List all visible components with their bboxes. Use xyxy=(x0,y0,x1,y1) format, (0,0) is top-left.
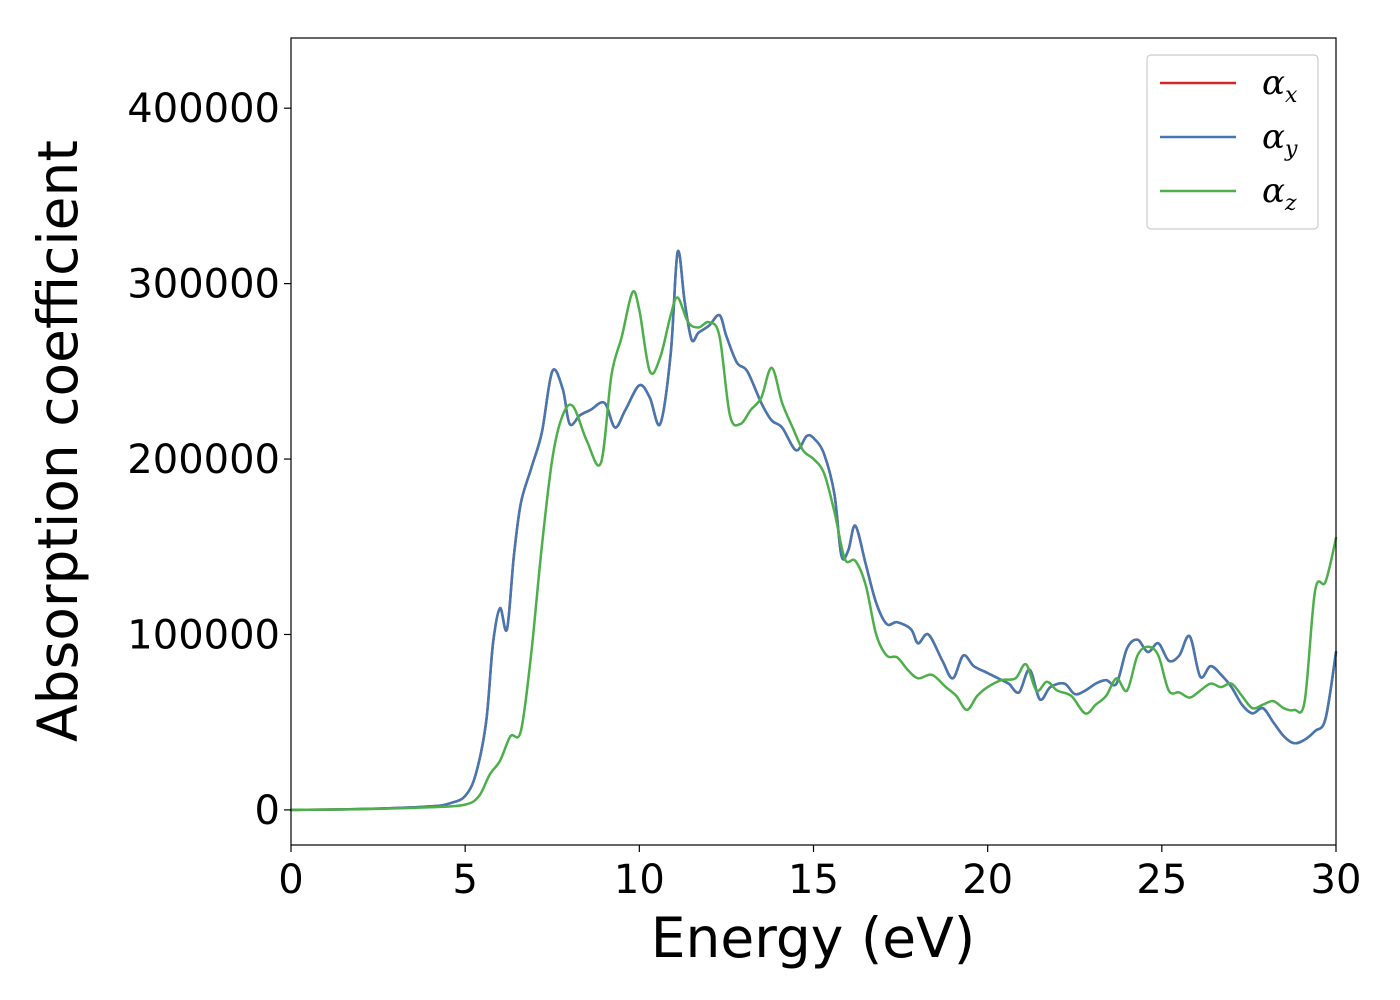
y-tick-label: 200000 xyxy=(127,437,280,483)
x-tick-label: 25 xyxy=(1136,857,1187,903)
y-axis-ticks: 0 100000 200000 300000 400000 xyxy=(127,86,291,834)
x-axis-title: Energy (eV) xyxy=(651,906,975,970)
x-tick-label: 0 xyxy=(278,857,303,903)
series-line-y xyxy=(289,249,1338,812)
legend-entries: αx αy αz xyxy=(1160,63,1298,216)
y-tick-label: 300000 xyxy=(127,262,280,308)
x-tick-label: 5 xyxy=(452,857,477,903)
series-line-z xyxy=(289,290,1338,812)
legend-box xyxy=(1146,54,1319,230)
series-layer xyxy=(289,249,1338,812)
legend-label-z: αz xyxy=(1262,171,1297,216)
x-tick-label: 20 xyxy=(962,857,1013,903)
y-tick-label: 0 xyxy=(255,788,280,834)
legend: αx αy αz xyxy=(1146,54,1319,230)
legend-label-x: αx xyxy=(1262,63,1298,108)
x-tick-label: 10 xyxy=(614,857,665,903)
x-tick-label: 15 xyxy=(788,857,839,903)
legend-label-y: αy xyxy=(1262,117,1298,162)
x-axis-ticks: 0 5 10 15 20 25 30 xyxy=(278,845,1361,903)
y-axis-title: Absorption coefficient xyxy=(26,140,90,742)
x-tick-label: 30 xyxy=(1311,857,1362,903)
y-tick-label: 400000 xyxy=(127,86,280,132)
y-tick-label: 100000 xyxy=(127,612,280,658)
